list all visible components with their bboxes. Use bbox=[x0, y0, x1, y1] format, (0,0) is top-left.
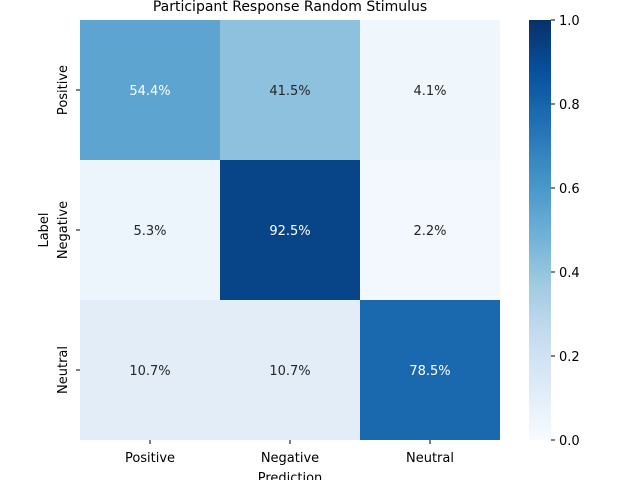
colorbar-tick-label: 0.4 bbox=[559, 266, 580, 281]
y-tick-label: Neutral bbox=[56, 346, 71, 394]
heatmap-cell bbox=[220, 160, 360, 300]
x-axis-ticks: Positive Negative Neutral bbox=[125, 440, 454, 466]
heatmap-cell bbox=[360, 300, 500, 440]
heatmap-cell bbox=[220, 300, 360, 440]
cell-annotation: 78.5% bbox=[409, 364, 450, 379]
cell-annotation: 2.2% bbox=[413, 224, 446, 239]
colorbar-tick-label: 1.0 bbox=[559, 14, 580, 29]
colorbar-tick-label: 0.8 bbox=[559, 98, 580, 113]
y-tick-label: Negative bbox=[56, 201, 71, 259]
y-axis-ticks: Positive Negative Neutral bbox=[56, 65, 80, 394]
heatmap-cell bbox=[80, 20, 220, 160]
colorbar-tick-label: 0.2 bbox=[559, 350, 580, 365]
cell-annotation: 92.5% bbox=[269, 224, 310, 239]
heatmap-cell bbox=[360, 160, 500, 300]
cell-annotation: 4.1% bbox=[413, 84, 446, 99]
x-tick-label: Neutral bbox=[406, 451, 454, 466]
heatmap-cells: 54.4% 41.5% 4.1% 5.3% 92.5% 2.2% 10.7% 10.7% 78.… bbox=[80, 20, 500, 440]
cell-annotation: 10.7% bbox=[129, 364, 170, 379]
heatmap-cell bbox=[80, 300, 220, 440]
y-axis-label: Label bbox=[37, 212, 52, 247]
heatmap-cell bbox=[360, 20, 500, 160]
heatmap-cell bbox=[220, 20, 360, 160]
heatmap-cell bbox=[80, 160, 220, 300]
colorbar-tick-label: 0.6 bbox=[559, 182, 580, 197]
x-axis-label: Prediction bbox=[258, 471, 323, 480]
colorbar-tick-label: 0.0 bbox=[559, 434, 580, 449]
colorbar bbox=[529, 20, 551, 440]
cell-annotation: 54.4% bbox=[129, 84, 170, 99]
cell-annotation: 5.3% bbox=[133, 224, 166, 239]
chart-title: Participant Response Random Stimulus bbox=[153, 0, 427, 15]
x-tick-label: Positive bbox=[125, 451, 175, 466]
colorbar-ticks: 0.0 0.2 0.4 0.6 0.8 1.0 bbox=[551, 14, 580, 449]
cell-annotation: 41.5% bbox=[269, 84, 310, 99]
y-tick-label: Positive bbox=[56, 65, 71, 115]
cell-annotation: 10.7% bbox=[269, 364, 310, 379]
x-tick-label: Negative bbox=[261, 451, 319, 466]
